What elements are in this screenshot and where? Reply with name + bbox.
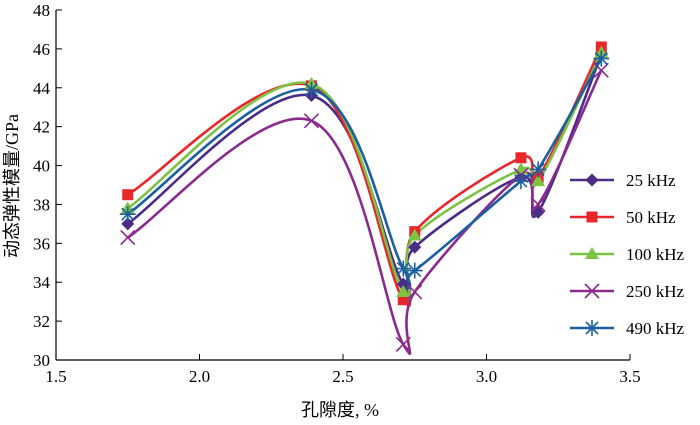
legend-marker bbox=[586, 211, 598, 223]
data-point bbox=[395, 260, 412, 277]
series-line-3 bbox=[127, 69, 603, 355]
legend-marker bbox=[585, 173, 599, 187]
legend-label: 50 kHz bbox=[626, 208, 676, 227]
y-tick-label: 36 bbox=[33, 234, 50, 253]
data-point bbox=[531, 174, 546, 187]
x-tick-label: 2.0 bbox=[189, 367, 210, 386]
y-tick-label: 40 bbox=[33, 157, 50, 176]
legend-label: 250 kHz bbox=[626, 282, 685, 301]
legend-label: 490 kHz bbox=[626, 319, 685, 338]
data-point bbox=[515, 152, 527, 164]
y-tick-label: 30 bbox=[33, 351, 50, 370]
y-tick-label: 44 bbox=[33, 79, 51, 98]
series-markers bbox=[119, 41, 610, 353]
x-tick-label: 2.5 bbox=[332, 367, 353, 386]
y-tick-label: 42 bbox=[33, 118, 50, 137]
y-tick-label: 46 bbox=[33, 40, 50, 59]
data-point bbox=[407, 284, 423, 300]
data-point bbox=[408, 240, 422, 254]
data-point bbox=[121, 217, 135, 231]
legend-label: 100 kHz bbox=[626, 245, 685, 264]
data-point bbox=[512, 173, 529, 190]
data-point bbox=[530, 161, 547, 178]
data-point bbox=[395, 336, 411, 353]
y-axis-title: 动态弹性模量/GPa bbox=[2, 114, 22, 258]
data-point bbox=[120, 229, 136, 246]
axes: 1.5 2.0 2.5 3.0 3.5 30 32 34 36 38 40 42 44 46 48 bbox=[33, 1, 641, 386]
x-tick-label: 3.5 bbox=[619, 367, 640, 386]
x-axis-title: 孔隙度, % bbox=[301, 400, 379, 420]
data-point bbox=[396, 284, 411, 297]
legend-marker bbox=[585, 247, 599, 259]
x-tick-label: 1.5 bbox=[45, 367, 66, 386]
y-tick-label: 48 bbox=[33, 1, 50, 20]
legend-entry: 490 kHz bbox=[570, 319, 685, 338]
data-point bbox=[406, 262, 423, 279]
x-tick-label: 3.0 bbox=[476, 367, 497, 386]
legend-marker bbox=[584, 283, 600, 299]
legend-entry: 50 kHz bbox=[570, 208, 676, 227]
data-point bbox=[407, 228, 422, 241]
series-lines bbox=[127, 46, 603, 355]
data-point bbox=[593, 62, 609, 78]
data-point bbox=[122, 189, 134, 201]
data-point bbox=[530, 196, 546, 213]
data-point bbox=[396, 277, 410, 291]
data-point bbox=[531, 205, 545, 219]
legend-label: 25 kHz bbox=[626, 171, 676, 190]
legend-entry: 100 kHz bbox=[570, 245, 685, 264]
data-point bbox=[303, 113, 319, 129]
y-tick-label: 34 bbox=[33, 273, 51, 292]
data-point bbox=[119, 206, 136, 223]
legend-marker bbox=[584, 320, 600, 336]
legend: 25 kHz 50 kHz 100 kHz 250 kHz 490 kHz bbox=[570, 171, 685, 338]
data-point bbox=[397, 294, 409, 306]
legend-entry: 250 kHz bbox=[570, 282, 685, 301]
y-tick-label: 38 bbox=[33, 195, 50, 214]
y-tick-label: 32 bbox=[33, 312, 50, 331]
legend-entry: 25 kHz bbox=[570, 171, 676, 190]
data-point bbox=[303, 81, 320, 98]
data-point bbox=[593, 50, 610, 67]
